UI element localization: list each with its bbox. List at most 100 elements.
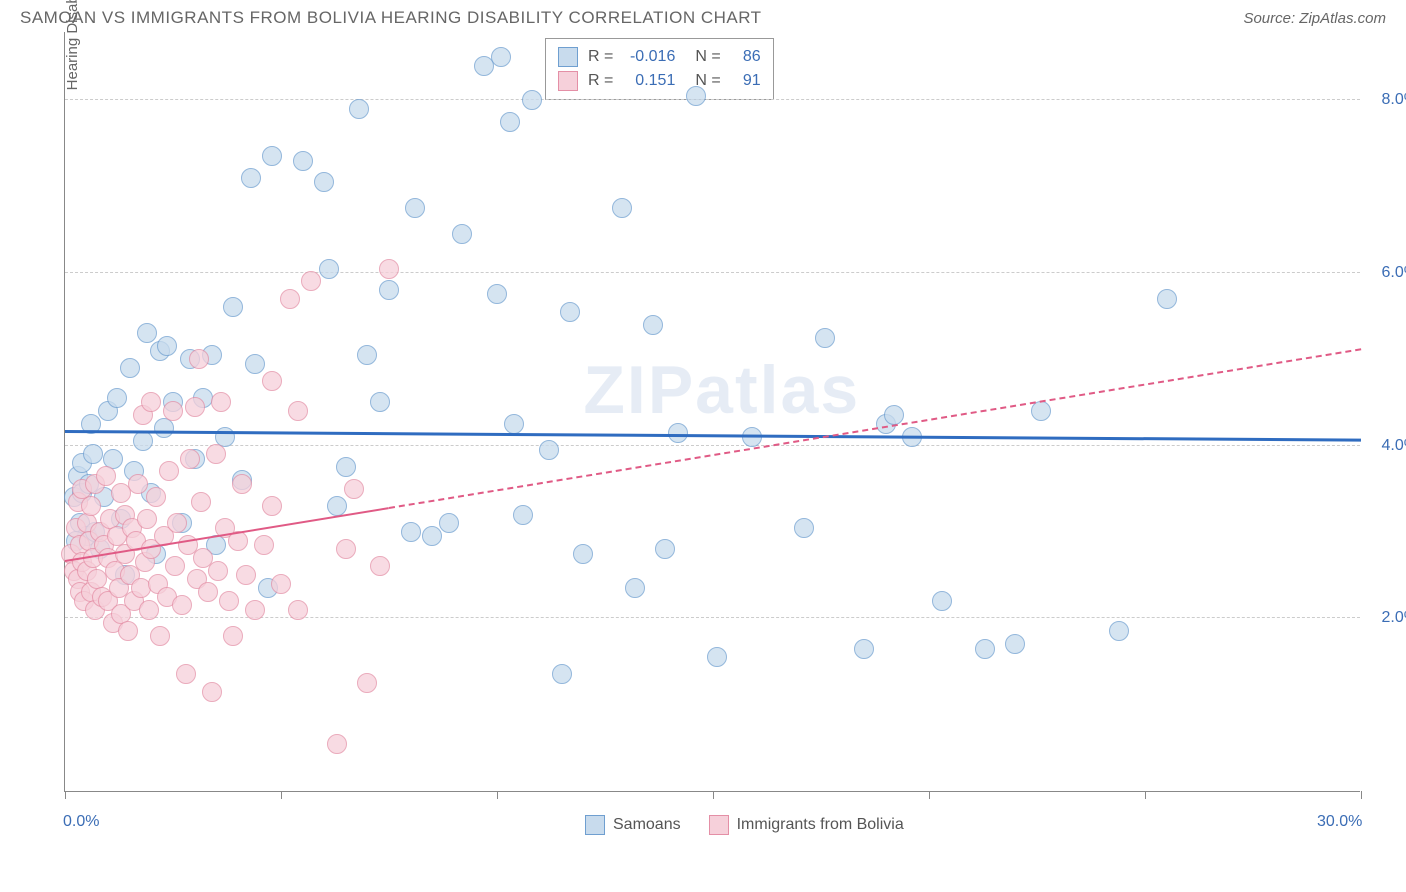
data-point <box>1157 289 1177 309</box>
data-point <box>154 418 174 438</box>
data-point <box>854 639 874 659</box>
data-point <box>379 259 399 279</box>
data-point <box>137 509 157 529</box>
x-tick-label: 30.0% <box>1317 813 1362 831</box>
data-point <box>370 556 390 576</box>
data-point <box>128 474 148 494</box>
data-point <box>405 198 425 218</box>
y-tick-label: 8.0% <box>1368 91 1406 109</box>
data-point <box>357 345 377 365</box>
data-point <box>191 492 211 512</box>
gridline <box>65 99 1360 100</box>
data-point <box>219 591 239 611</box>
data-point <box>198 582 218 602</box>
data-point <box>163 401 183 421</box>
data-point <box>522 90 542 110</box>
source-attribution: Source: ZipAtlas.com <box>1243 10 1386 27</box>
stat-r-value: -0.016 <box>623 48 675 66</box>
data-point <box>1031 401 1051 421</box>
data-point <box>327 734 347 754</box>
data-point <box>344 479 364 499</box>
data-point <box>552 664 572 684</box>
data-point <box>271 574 291 594</box>
data-point <box>81 496 101 516</box>
correlation-stats-box: R =-0.016N =86R =0.151N =91 <box>545 38 774 100</box>
data-point <box>349 99 369 119</box>
data-point <box>794 518 814 538</box>
data-point <box>439 513 459 533</box>
legend-item: Immigrants from Bolivia <box>709 815 904 835</box>
data-point <box>146 487 166 507</box>
scatter-plot: ZIPatlas R =-0.016N =86R =0.151N =91 Sam… <box>64 32 1360 792</box>
data-point <box>165 556 185 576</box>
data-point <box>573 544 593 564</box>
data-point <box>133 431 153 451</box>
legend-swatch <box>709 815 729 835</box>
x-tick <box>497 791 498 799</box>
data-point <box>139 600 159 620</box>
trend-line <box>65 430 1361 442</box>
data-point <box>668 423 688 443</box>
watermark: ZIPatlas <box>583 351 860 429</box>
data-point <box>107 388 127 408</box>
legend-label: Immigrants from Bolivia <box>737 816 904 834</box>
data-point <box>686 86 706 106</box>
data-point <box>262 146 282 166</box>
data-point <box>643 315 663 335</box>
data-point <box>254 535 274 555</box>
data-point <box>288 401 308 421</box>
data-point <box>491 47 511 67</box>
x-tick <box>281 791 282 799</box>
data-point <box>118 621 138 641</box>
data-point <box>176 664 196 684</box>
data-point <box>288 600 308 620</box>
data-point <box>150 626 170 646</box>
data-point <box>211 392 231 412</box>
data-point <box>612 198 632 218</box>
x-tick <box>1361 791 1362 799</box>
data-point <box>1109 621 1129 641</box>
data-point <box>206 444 226 464</box>
data-point <box>539 440 559 460</box>
data-point <box>422 526 442 546</box>
data-point <box>370 392 390 412</box>
data-point <box>301 271 321 291</box>
data-point <box>1005 634 1025 654</box>
data-point <box>223 626 243 646</box>
data-point <box>314 172 334 192</box>
x-tick <box>929 791 930 799</box>
stat-label: N = <box>695 48 720 66</box>
y-tick-label: 6.0% <box>1368 264 1406 282</box>
gridline <box>65 272 1360 273</box>
data-point <box>262 496 282 516</box>
data-point <box>180 449 200 469</box>
x-tick-label: 0.0% <box>63 813 99 831</box>
data-point <box>336 539 356 559</box>
data-point <box>96 466 116 486</box>
data-point <box>504 414 524 434</box>
data-point <box>245 354 265 374</box>
data-point <box>208 561 228 581</box>
data-point <box>137 323 157 343</box>
y-tick-label: 4.0% <box>1368 437 1406 455</box>
data-point <box>379 280 399 300</box>
legend-swatch <box>558 71 578 91</box>
data-point <box>245 600 265 620</box>
x-tick <box>1145 791 1146 799</box>
stat-label: R = <box>588 72 613 90</box>
legend-item: Samoans <box>585 815 681 835</box>
stats-row: R =0.151N =91 <box>558 69 761 93</box>
data-point <box>232 474 252 494</box>
data-point <box>202 682 222 702</box>
trend-line <box>389 349 1361 510</box>
stat-r-value: 0.151 <box>623 72 675 90</box>
legend-label: Samoans <box>613 816 681 834</box>
data-point <box>223 297 243 317</box>
data-point <box>513 505 533 525</box>
data-point <box>159 461 179 481</box>
data-point <box>452 224 472 244</box>
data-point <box>327 496 347 516</box>
data-point <box>560 302 580 322</box>
series-legend: Samoans Immigrants from Bolivia <box>585 815 904 835</box>
x-tick <box>713 791 714 799</box>
